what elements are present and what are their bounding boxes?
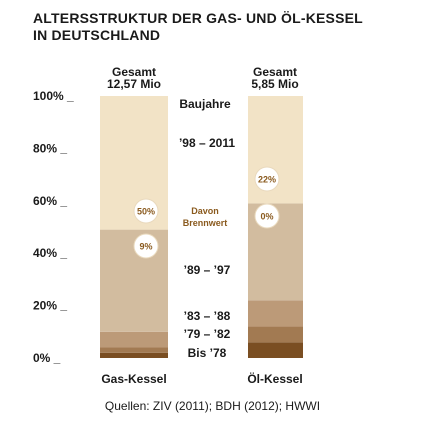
series-label: ’98 – 2011 — [179, 136, 235, 150]
brennwert-bubble-value: 9% — [139, 242, 152, 252]
series-label: ’89 – ’97 — [184, 263, 231, 277]
brennwert-bubble-value: 22% — [258, 175, 276, 185]
y-tick-label: 40% _ — [33, 246, 67, 260]
y-tick-label: 20% _ — [33, 299, 67, 313]
category-label: Gas-Kessel — [101, 372, 166, 386]
bar-segment — [248, 342, 303, 358]
bar-segment — [248, 300, 303, 327]
series-label: ’83 – ’88 — [184, 309, 231, 323]
y-tick-label: 60% _ — [33, 194, 67, 208]
bar-segment — [100, 352, 168, 358]
brennwert-bubble — [133, 233, 159, 259]
y-tick-label: 80% _ — [33, 141, 67, 155]
chart-title: ALTERSSTRUKTUR DER GAS- UND ÖL-KESSEL IN… — [33, 10, 413, 44]
brennwert-bubble — [254, 203, 280, 229]
brennwert-bubble — [254, 166, 280, 192]
chart-title-line-2: IN DEUTSCHLAND — [33, 27, 161, 43]
y-tick-label: 0% _ — [33, 351, 61, 365]
bar-total-label: 12,57 Mio — [107, 77, 161, 91]
brennwert-bubble-value: 50% — [137, 207, 155, 217]
bar-total-label: Gesamt — [253, 65, 297, 79]
series-label: ’79 – ’82 — [184, 327, 231, 341]
bar-segment — [100, 347, 168, 353]
brennwert-bubble-value: 0% — [260, 212, 273, 222]
brennwert-label: Davon — [191, 206, 219, 216]
legend-title: Baujahre — [179, 97, 231, 111]
bar-total-label: Gesamt — [112, 65, 156, 79]
chart-title-line-1: ALTERSSTRUKTUR DER GAS- UND ÖL-KESSEL — [33, 10, 363, 26]
bar-total-label: 5,85 Mio — [251, 77, 298, 91]
source-note: Quellen: ZIV (2011); BDH (2012); HWWI — [104, 399, 321, 413]
category-label: Öl-Kessel — [247, 371, 302, 386]
y-tick-label: 100% _ — [33, 89, 74, 103]
brennwert-label: Brennwert — [183, 218, 228, 228]
bar-segment — [248, 326, 303, 343]
bar-segment — [100, 331, 168, 348]
series-label: Bis ’78 — [188, 346, 227, 360]
brennwert-bubble — [133, 198, 159, 224]
